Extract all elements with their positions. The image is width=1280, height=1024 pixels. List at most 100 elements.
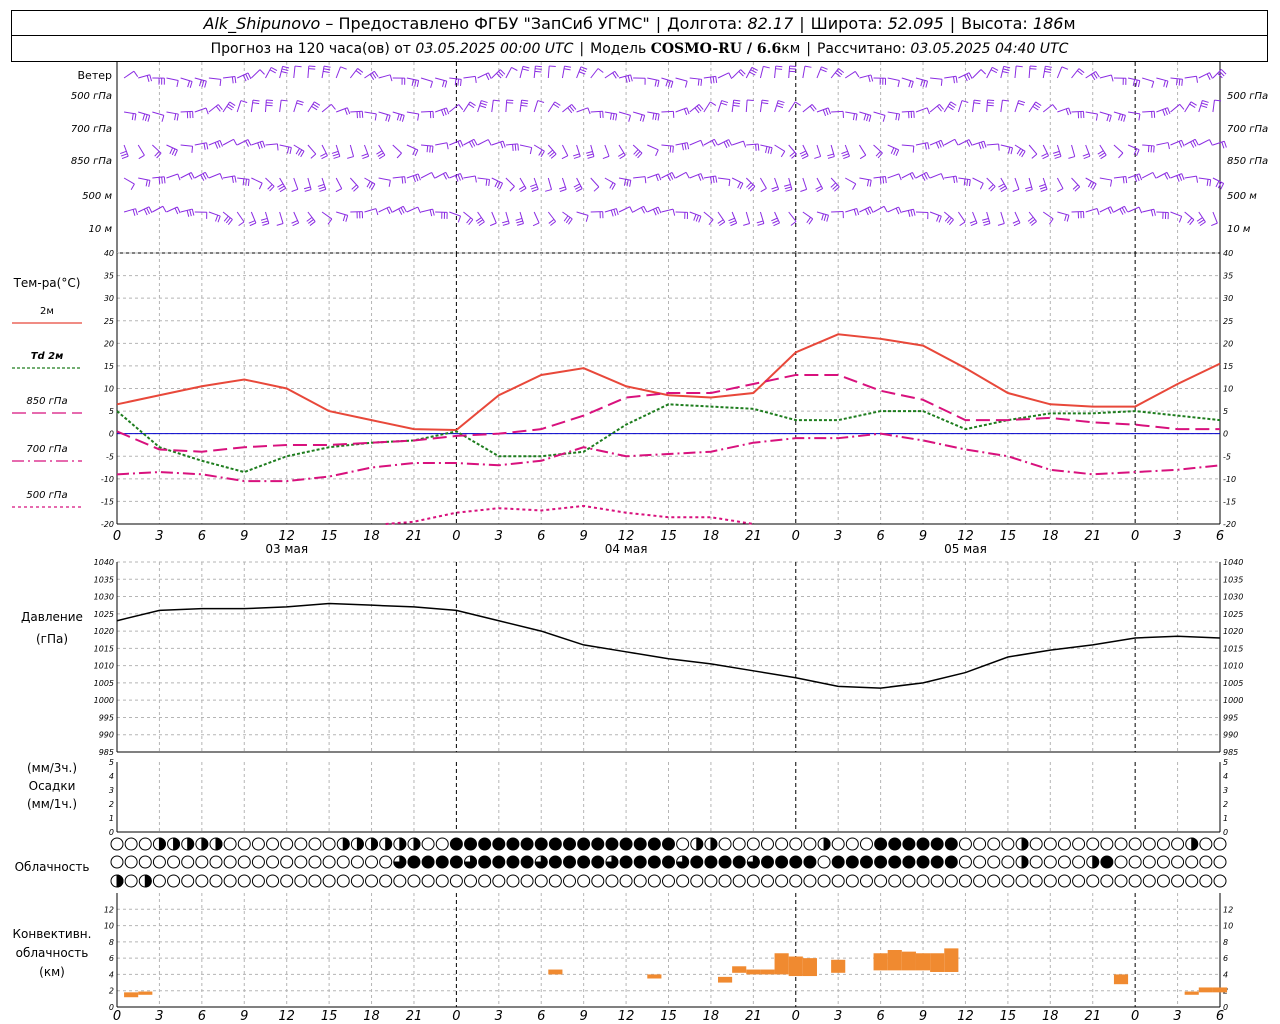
cloud-symbol: [520, 874, 534, 888]
wind-barb: [929, 139, 942, 146]
wind-barb: [1127, 144, 1140, 151]
cloud-symbol: [647, 837, 661, 851]
wind-barb: [392, 111, 405, 116]
wind-barb: [1000, 144, 1013, 149]
wind-barb: [604, 208, 617, 213]
wind-barb: [887, 206, 899, 213]
wind-barb: [1042, 144, 1049, 156]
cloud-symbol: [520, 855, 534, 869]
wind-barb-flag: [457, 215, 462, 223]
wind-barb-flag: [809, 104, 817, 112]
conv-ylabel: облачность: [16, 946, 89, 960]
cloud-symbol: [181, 874, 195, 888]
wind-barb-flag: [761, 99, 769, 105]
conv-xtick: 9: [919, 1009, 927, 1024]
cloud-symbol: [718, 874, 732, 888]
day-label: 03 мая: [265, 542, 308, 556]
cloud-symbol: [958, 855, 972, 869]
wind-barb-flag: [366, 181, 376, 190]
wind-barb-flag: [618, 152, 626, 160]
temp-ytick-right: -15: [1223, 497, 1236, 506]
wind-barb-flag: [1082, 153, 1091, 160]
wind-barb-flag: [998, 143, 1000, 151]
wind-barb-flag: [771, 186, 779, 192]
wind-barb-flag: [697, 78, 703, 86]
wind-barb-flag: [468, 101, 476, 109]
wind-barb: [590, 144, 595, 157]
wind-barb-flag: [411, 79, 420, 88]
wind-barb-flag: [133, 70, 139, 77]
temp-ytick-left: 10: [104, 385, 114, 394]
wind-barb-flag: [496, 69, 506, 79]
cloud-symbol: [435, 837, 449, 851]
temp-xtick: 9: [919, 529, 927, 544]
temp-ytick-left: -10: [101, 475, 114, 484]
wind-barb: [421, 110, 434, 113]
cloud-symbol: [407, 874, 421, 888]
wind-barb-flag: [489, 222, 497, 227]
cloud-symbol: [662, 855, 675, 869]
wind-barb: [830, 144, 835, 157]
wind-barb-flag: [1190, 139, 1199, 148]
precip-ytick-right: 1: [1223, 814, 1228, 823]
wind-barb-flag: [1002, 99, 1010, 102]
wind-barb-flag: [485, 179, 491, 187]
wind-barb-flag: [385, 114, 391, 122]
temp-ytick-left: 30: [104, 294, 114, 303]
wind-barb-flag: [879, 176, 887, 184]
wind-barb: [972, 211, 978, 224]
temp-ytick-right: 25: [1223, 317, 1233, 326]
wind-barb-flag: [1215, 180, 1225, 190]
wind-barb-flag: [412, 148, 419, 157]
cloud-symbol: [760, 837, 774, 851]
wind-barb-flag: [998, 183, 1008, 193]
cloud-symbol-half: [710, 837, 718, 851]
cloud-symbol: [732, 855, 746, 869]
wind-barb-flag: [132, 208, 138, 216]
wind-barb-flag: [265, 99, 273, 107]
temp-xtick: 12: [957, 529, 974, 544]
conv-ytick-right: 8: [1223, 938, 1228, 947]
pres-ytick-right: 1005: [1223, 679, 1243, 688]
wind-barb-flag: [259, 69, 265, 75]
wind-barb-flag: [947, 101, 957, 111]
cloud-symbol: [492, 855, 506, 869]
temp-ytick-left: 5: [109, 407, 114, 416]
wind-barb-flag: [376, 150, 386, 160]
wind-barb: [1113, 205, 1125, 213]
wind-barb: [590, 68, 599, 79]
header-row-1: Alk_Shipunovo – Предоставлено ФГБУ "ЗапС…: [11, 10, 1268, 36]
wind-barb-flag: [412, 173, 421, 183]
cloud-symbol: [322, 837, 336, 851]
wind-level-label-right: 500 м: [1227, 191, 1257, 202]
conv-xtick: 0: [792, 1009, 800, 1024]
cloud-symbol: [760, 874, 774, 888]
wind-barb-flag: [895, 206, 902, 215]
cloud-symbol-half: [215, 837, 223, 851]
wind-barb: [279, 144, 292, 148]
cloud-symbol: [308, 837, 322, 851]
temp-xtick: 15: [1000, 529, 1017, 544]
wind-barb: [307, 101, 315, 113]
wind-barb: [250, 69, 261, 79]
wind-barb-flag: [821, 213, 830, 222]
wind-barb-flag: [538, 149, 545, 158]
cloud-symbol: [563, 874, 577, 888]
conv-xtick: 6: [198, 1009, 206, 1024]
wind-barb-flag: [771, 217, 780, 227]
temp-ytick-right: 5: [1223, 407, 1228, 416]
cloud-symbol: [1043, 837, 1057, 851]
conv-ytick-right: 0: [1223, 1003, 1228, 1012]
pres-ytick-right: 1020: [1223, 627, 1243, 636]
wind-barb: [1170, 103, 1181, 113]
cloud-symbol: [789, 855, 803, 869]
wind-barb: [335, 66, 341, 79]
pres-ytick-right: 1010: [1223, 662, 1243, 671]
wind-barb-flag: [534, 65, 543, 73]
wind-barb: [618, 111, 631, 116]
wind-barb: [1142, 110, 1155, 113]
wind-barb-flag: [340, 66, 347, 70]
wind-barb: [1028, 177, 1033, 190]
alt-label: Высота:: [961, 13, 1028, 33]
pres-ytick-right: 995: [1223, 713, 1238, 722]
